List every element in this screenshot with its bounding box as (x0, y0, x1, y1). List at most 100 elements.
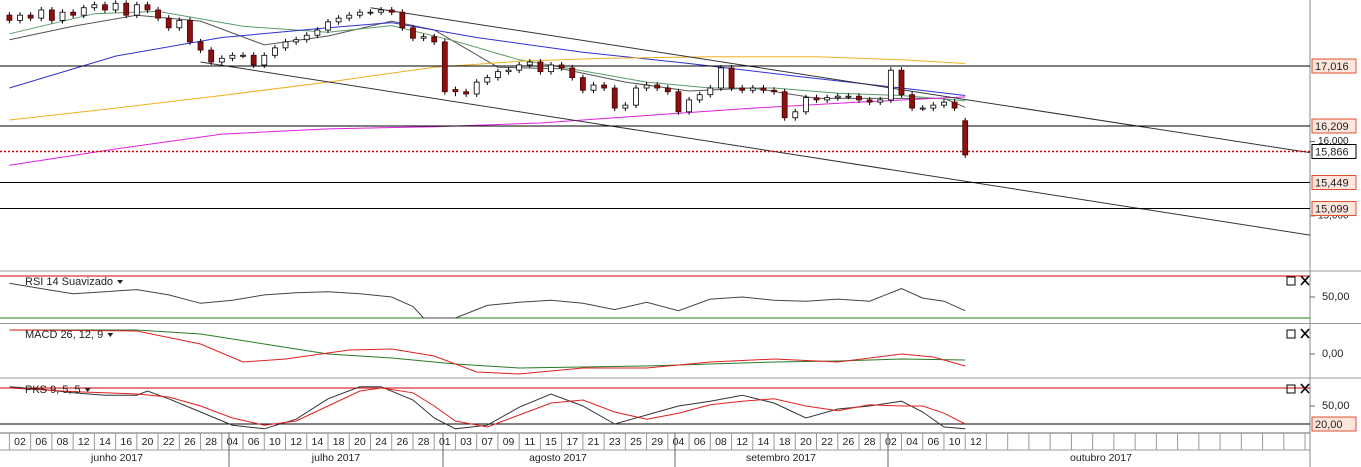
candle-body (27, 14, 34, 19)
x-tick-label: 06 (35, 436, 47, 448)
x-tick-label: 11 (524, 436, 535, 448)
candle-body (102, 4, 108, 11)
close-icon[interactable] (1300, 275, 1310, 286)
candle-body (80, 7, 87, 16)
level-label: 20,00 (1315, 419, 1343, 431)
month-label: setembro 2017 (746, 452, 816, 464)
x-tick-label: 26 (184, 436, 196, 448)
month-label: julho 2017 (311, 452, 361, 464)
candle-body (866, 99, 873, 103)
candle-body (516, 64, 523, 71)
candle-body (473, 81, 480, 95)
series-line (200, 61, 1310, 236)
x-tick-label: 12 (970, 436, 982, 448)
x-tick-label: 28 (864, 436, 876, 448)
x-tick-label: 04 (906, 436, 918, 448)
x-tick-label: 20 (142, 436, 154, 448)
candle-body (91, 4, 98, 9)
x-tick-label: 08 (715, 436, 727, 448)
candle-body (930, 104, 937, 109)
candle-body (824, 97, 831, 101)
series-line (370, 7, 1310, 154)
level-label-box (1311, 58, 1357, 74)
x-tick-label: 12 (736, 436, 748, 448)
series-line (9, 329, 966, 375)
x-tick-label: 17 (566, 436, 578, 448)
candle-body (887, 69, 894, 101)
level-label-box (1311, 201, 1357, 217)
candle-body (59, 11, 66, 21)
candle-body (686, 99, 692, 113)
candle-body (155, 9, 161, 19)
candle-body (548, 64, 554, 73)
panel-plot (0, 275, 1310, 319)
candle-body (335, 17, 342, 23)
last-price-label: 15,866 (1315, 146, 1349, 158)
x-tick-label: 10 (269, 436, 281, 448)
level-label: 17,016 (1315, 61, 1349, 73)
series-line (9, 386, 966, 430)
x-tick-label: 14 (312, 436, 324, 448)
x-tick-label: 18 (779, 436, 791, 448)
panel-title: RSI 14 Suavizado (25, 276, 113, 288)
series-line (9, 10, 966, 102)
candle-body (346, 14, 353, 19)
candle-body (218, 57, 225, 63)
candle-body (229, 54, 236, 59)
y-tick-label: 0,00 (1322, 348, 1343, 360)
candle-body (622, 104, 629, 109)
x-tick-label: 25 (630, 436, 642, 448)
candle-body (165, 17, 172, 29)
candle-body (463, 91, 469, 95)
candle-body (834, 95, 841, 99)
month-label: agosto 2017 (529, 452, 587, 464)
x-tick-label: 02 (14, 436, 26, 448)
candle-body (909, 94, 915, 109)
level-label: 16,209 (1315, 121, 1349, 133)
candle-body (367, 11, 374, 14)
maximize-icon[interactable] (1286, 329, 1296, 339)
candle-body (325, 21, 331, 31)
close-icon[interactable] (1300, 328, 1310, 339)
month-label: outubro 2017 (1070, 452, 1132, 464)
month-label: junho 2017 (90, 452, 143, 464)
maximize-icon[interactable] (1286, 276, 1296, 286)
candle-body (962, 120, 969, 156)
candle-body (643, 84, 650, 89)
candle-body (569, 67, 576, 79)
series-line (9, 282, 966, 319)
x-tick-label: 09 (503, 436, 515, 448)
candle-body (271, 47, 278, 56)
x-tick-label: 06 (927, 436, 939, 448)
dropdown-arrow[interactable] (117, 280, 124, 284)
x-tick-label: 14 (758, 436, 770, 448)
candle-body (951, 101, 958, 109)
candle-body (356, 11, 363, 16)
candle-body (675, 91, 682, 113)
maximize-icon[interactable] (1286, 384, 1296, 394)
dropdown-arrow[interactable] (84, 388, 91, 392)
candle-body (707, 87, 714, 96)
candle-body (112, 2, 119, 11)
candle-body (399, 11, 406, 29)
candle-body (664, 87, 671, 93)
x-tick-label: 20 (800, 436, 812, 448)
panel-plot (9, 329, 966, 375)
x-tick-label: 15 (545, 436, 557, 448)
candle-body (6, 14, 13, 21)
candle-body (781, 91, 788, 119)
level-label-box (1311, 175, 1357, 191)
candle-body (250, 54, 257, 66)
x-tick-label: 04 (673, 436, 685, 448)
x-tick-label: 28 (418, 436, 430, 448)
candle-body (441, 41, 448, 93)
x-tick-label: 20 (354, 436, 366, 448)
candle-body (282, 41, 289, 49)
dropdown-arrow[interactable] (107, 333, 114, 337)
x-tick-label: 12 (78, 436, 90, 448)
candle-body (240, 54, 246, 57)
candle-body (654, 84, 661, 89)
candle-body (17, 14, 23, 21)
close-icon[interactable] (1300, 383, 1310, 394)
